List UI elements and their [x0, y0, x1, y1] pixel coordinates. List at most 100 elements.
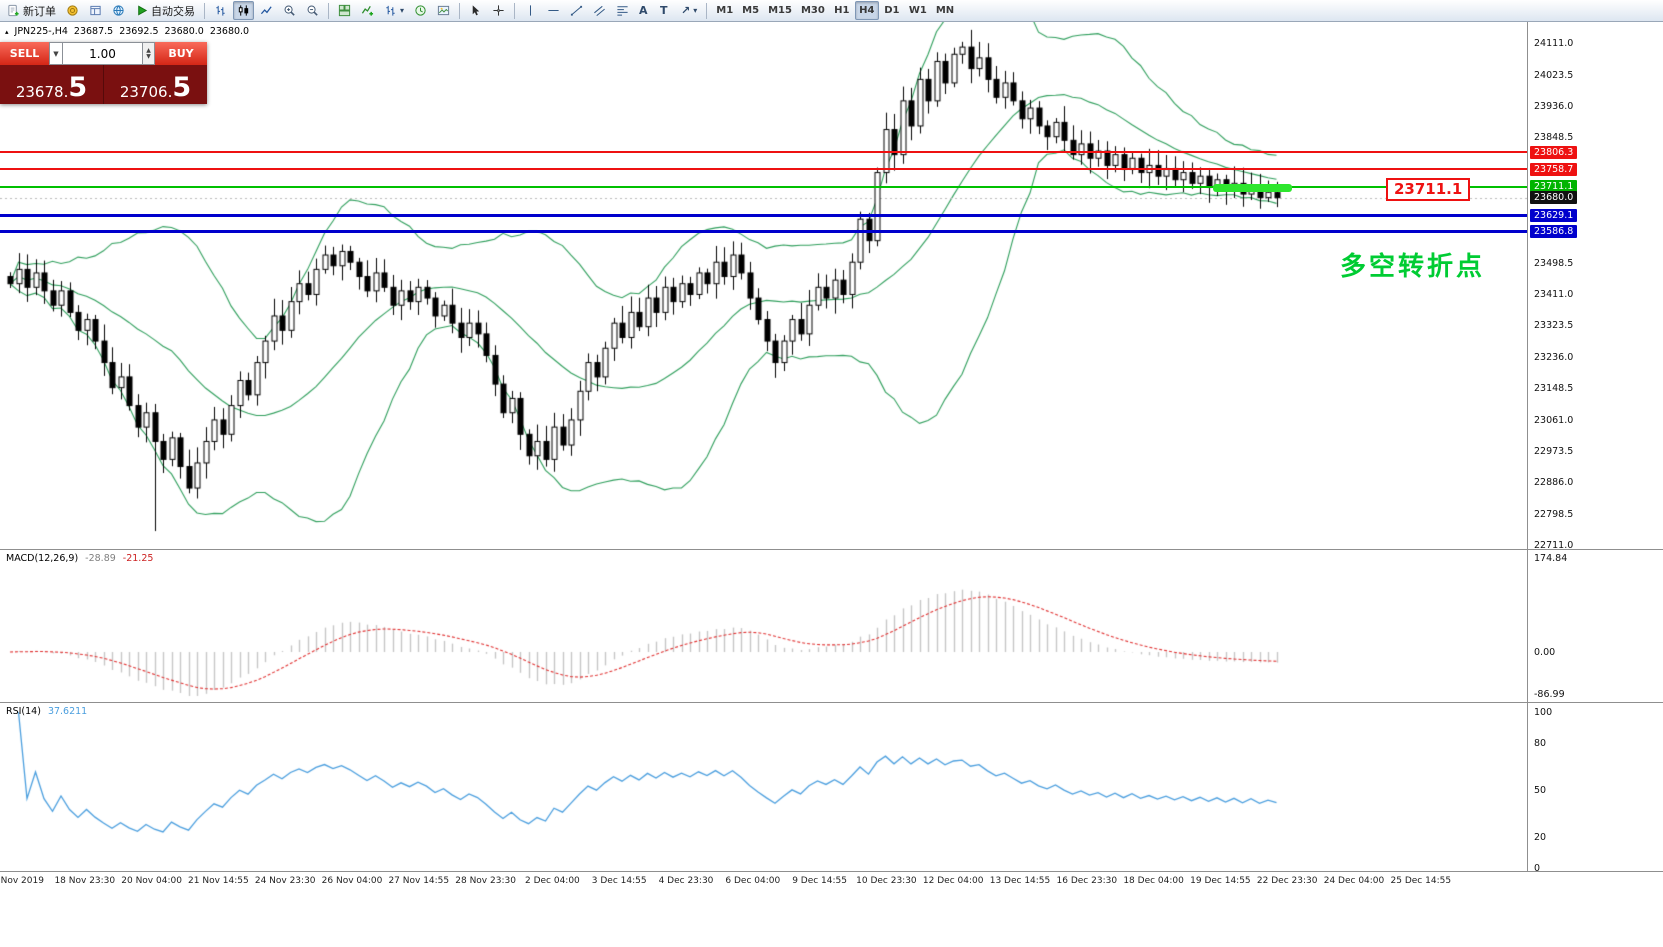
sell-button[interactable]: SELL	[0, 42, 49, 65]
cursor-button[interactable]	[465, 1, 486, 20]
macd-panel[interactable]: MACD(12,26,9) -28.89 -21.25	[0, 550, 1527, 702]
macd-value-signal: -21.25	[122, 553, 154, 564]
turning-point-label[interactable]: 多空转折点	[1340, 252, 1486, 282]
play-icon	[135, 4, 148, 17]
vertical-line-button[interactable]	[520, 1, 541, 20]
new-order-label: 新订单	[23, 4, 56, 18]
chart-symbol-label: JPN225-,H4	[14, 26, 68, 37]
timeframe-h4-button[interactable]: H4	[854, 1, 879, 20]
macd-title: MACD(12,26,9)	[6, 553, 79, 564]
panel-separator-macd[interactable]	[0, 549, 1663, 550]
arrows-button[interactable]: ↗ ▾	[677, 1, 701, 20]
label-icon: T	[660, 4, 668, 17]
price-tick: 23323.5	[1534, 320, 1574, 332]
buy-price[interactable]: 23706. 5	[104, 65, 207, 104]
price-marker: 23680.0	[1530, 191, 1578, 205]
main-chart-canvas[interactable]	[0, 22, 1527, 549]
channel-button[interactable]	[589, 1, 610, 20]
price-scale[interactable]: 24111.0 24023.5 23936.0 23848.5 23498.5 23411…	[1527, 22, 1663, 874]
price-tick: 22973.5	[1534, 445, 1574, 457]
time-label: 4 Dec 23:30	[658, 876, 714, 886]
volume-stepper[interactable]: ▲ ▼	[142, 42, 155, 65]
zoom-out-button[interactable]	[302, 1, 323, 20]
rsi-header: RSI(14) 37.6211	[6, 706, 87, 717]
profiles-button[interactable]	[410, 1, 431, 20]
price-tick: 22798.5	[1534, 508, 1574, 520]
timeframe-m30-button[interactable]: M30	[797, 1, 829, 20]
label-button[interactable]: T	[656, 1, 675, 20]
price-tick: 23061.0	[1534, 414, 1574, 426]
timeframe-m15-button[interactable]: M15	[764, 1, 796, 20]
price-tick: 23411.0	[1534, 289, 1574, 301]
time-label: 13 Dec 14:55	[989, 876, 1051, 886]
panel-separator-rsi[interactable]	[0, 702, 1663, 703]
timeframe-w1-button[interactable]: W1	[905, 1, 931, 20]
time-label: 21 Nov 14:55	[188, 876, 249, 886]
horizontal-line-23758.7[interactable]	[0, 168, 1527, 171]
indicators-icon	[361, 4, 374, 16]
crosshair-icon	[493, 5, 504, 16]
bar-chart-button[interactable]	[210, 1, 231, 20]
toolbar-separator	[706, 2, 708, 19]
picture-icon	[437, 4, 450, 17]
horizontal-line-23711.1[interactable]	[0, 185, 1527, 188]
volume-dropdown[interactable]: ▼	[49, 42, 63, 65]
timeframe-m5-button[interactable]: M5	[738, 1, 763, 20]
one-click-controls: SELL ▼ 1.00 ▲ ▼ BUY	[0, 42, 207, 65]
market-watch-button[interactable]	[62, 1, 83, 20]
buy-price-main: 23706	[119, 82, 168, 101]
macd-canvas[interactable]	[0, 550, 1527, 702]
new-order-button[interactable]: 新订单	[3, 1, 60, 20]
horizontal-line-23629.1[interactable]	[0, 214, 1527, 218]
step-up-icon[interactable]: ▲	[146, 46, 151, 54]
main-chart[interactable]: ▴ JPN225-,H4 23687.5 23692.5 23680.0 236…	[0, 22, 1527, 549]
price-tick: 23148.5	[1534, 383, 1574, 395]
rsi-panel[interactable]: RSI(14) 37.6211	[0, 703, 1527, 871]
rsi-canvas[interactable]	[0, 703, 1527, 871]
trendline-button[interactable]	[566, 1, 587, 20]
time-axis[interactable]: 5 Nov 2019 18 Nov 23:30 20 Nov 04:00 21 Nov…	[0, 871, 1663, 947]
tile-windows-icon	[338, 4, 351, 17]
horizontal-line-button[interactable]	[543, 1, 564, 20]
green-highlight-segment[interactable]	[1213, 183, 1292, 192]
step-down-icon[interactable]: ▼	[146, 52, 151, 60]
indicators-button[interactable]	[357, 1, 378, 20]
timeframe-m1-button[interactable]: M1	[712, 1, 737, 20]
sell-price-main: 23678	[15, 82, 64, 101]
cursor-icon	[472, 5, 480, 16]
timeframe-d1-button[interactable]: D1	[880, 1, 904, 20]
fibonacci-button[interactable]	[612, 1, 633, 20]
timeframe-mn-button[interactable]: MN	[932, 1, 958, 20]
zoom-in-button[interactable]	[279, 1, 300, 20]
price-callout[interactable]: 23711.1	[1386, 178, 1471, 201]
volume-input[interactable]: 1.00	[63, 42, 142, 65]
time-label: 20 Nov 04:00	[121, 876, 182, 886]
autotrading-button[interactable]: 自动交易	[131, 1, 199, 20]
text-button[interactable]: A	[635, 1, 654, 20]
crosshair-button[interactable]	[488, 1, 509, 20]
chart-ohlc-header: ▴ JPN225-,H4 23687.5 23692.5 23680.0 236…	[5, 26, 249, 37]
candlestick-chart-button[interactable]	[233, 1, 254, 20]
snapshot-button[interactable]	[433, 1, 454, 20]
channel-icon	[593, 4, 606, 17]
chevron-down-icon: ▾	[400, 6, 405, 15]
timeframe-h1-button[interactable]: H1	[830, 1, 854, 20]
time-label: 26 Nov 04:00	[321, 876, 383, 886]
chevron-down-icon: ▾	[693, 6, 698, 15]
macd-scale-label: -86.99	[1534, 689, 1565, 700]
sell-price-dot: .	[63, 82, 69, 101]
trendline-icon	[570, 5, 583, 16]
tile-windows-button[interactable]	[334, 1, 355, 20]
arrow-icon: ↗	[681, 4, 691, 17]
line-chart-button[interactable]	[256, 1, 277, 20]
terminal-button[interactable]	[108, 1, 129, 20]
toolbar-separator	[204, 2, 205, 19]
clock-icon	[414, 4, 427, 17]
data-window-button[interactable]	[85, 1, 106, 20]
new-chart-button[interactable]: ▾	[380, 1, 408, 20]
sell-price[interactable]: 23678. 5	[0, 65, 104, 104]
buy-button[interactable]: BUY	[155, 42, 207, 65]
horizontal-line-23806.3[interactable]	[0, 151, 1527, 154]
horizontal-line-23586.8[interactable]	[0, 229, 1527, 233]
data-window-icon	[89, 4, 102, 17]
